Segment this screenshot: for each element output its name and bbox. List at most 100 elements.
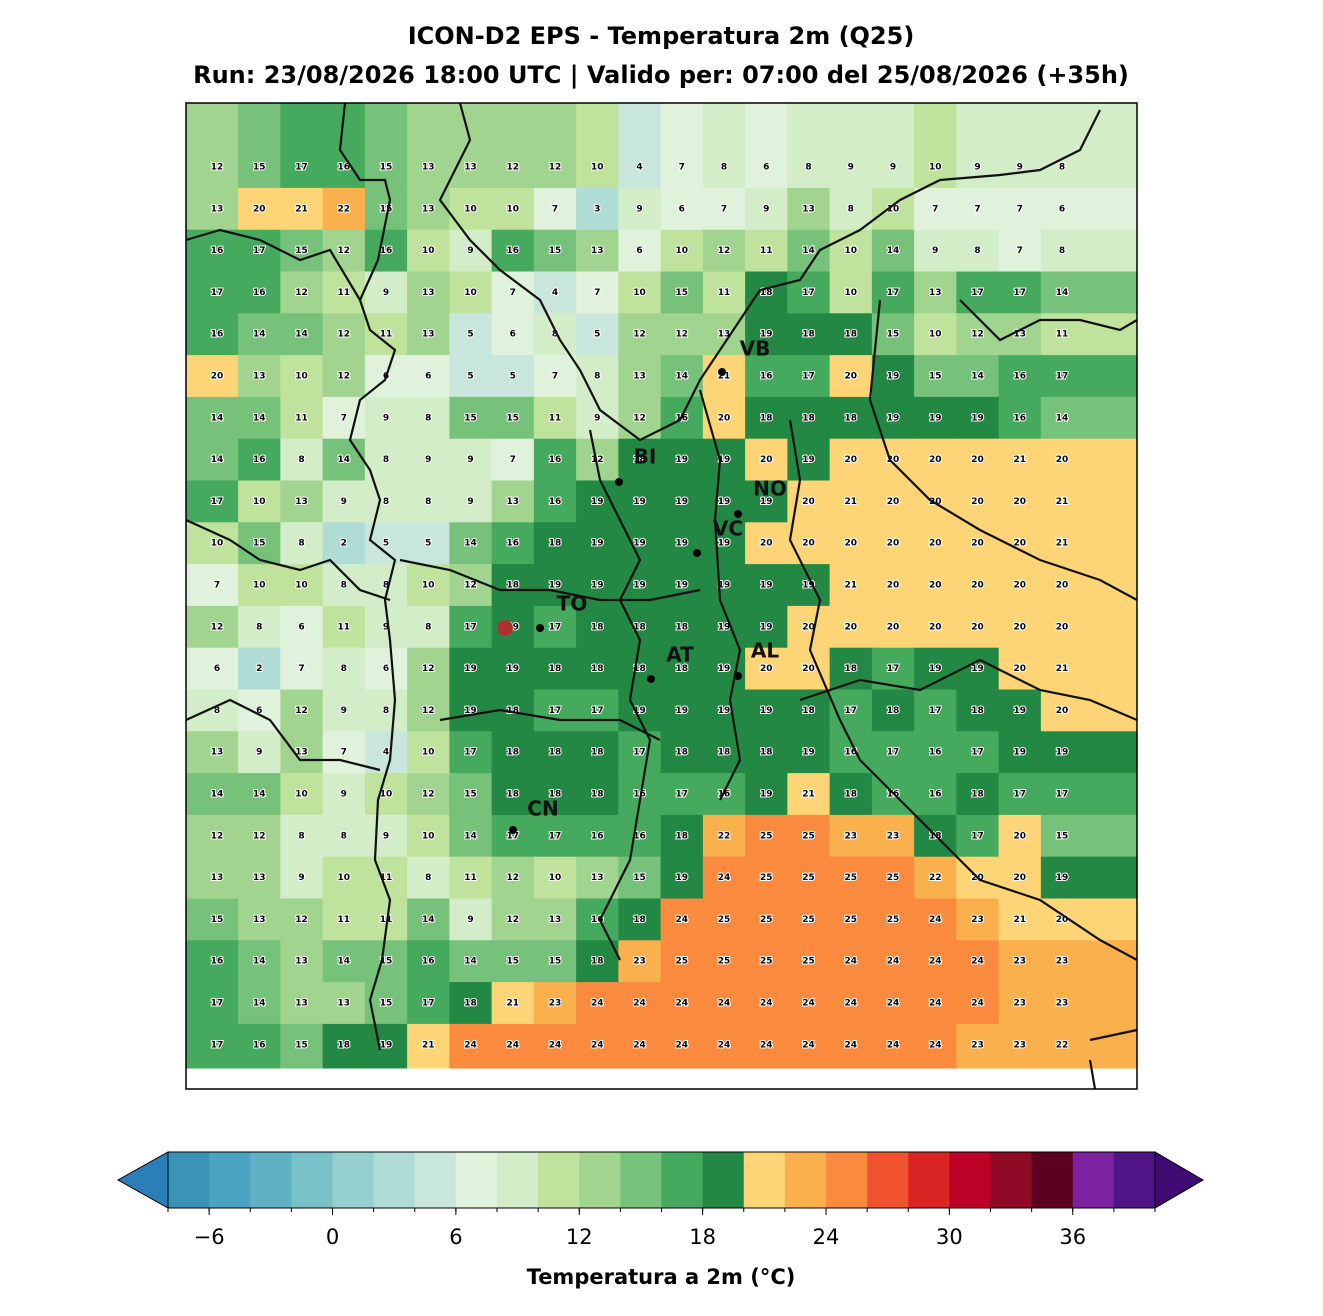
cell-label: 19 — [591, 539, 604, 549]
subtitle: Run: 23/08/2026 18:00 UTC | Valido per: … — [193, 61, 1129, 89]
cell-label: 10 — [380, 790, 393, 800]
cell-label: 19 — [591, 497, 604, 507]
temperature-cell — [998, 438, 1042, 481]
temperature-cell — [871, 229, 915, 272]
cell-label: 18 — [633, 455, 646, 465]
temperature-cell — [280, 187, 324, 231]
cell-label: 13 — [253, 873, 266, 883]
temperature-cell — [829, 564, 873, 607]
temperature-cell — [702, 982, 746, 1025]
cell-label: 7 — [974, 204, 980, 214]
cell-label: 12 — [549, 163, 562, 173]
colorbar-tick-label: 0 — [326, 1225, 339, 1249]
cell-label: 7 — [510, 455, 516, 465]
cell-label: 9 — [467, 455, 473, 465]
cell-label: 18 — [760, 413, 773, 423]
cell-label: 24 — [929, 999, 942, 1009]
cell-label: 15 — [549, 246, 562, 256]
cell-label: 11 — [380, 330, 393, 340]
temperature-cell — [533, 103, 577, 189]
temperature-cell — [407, 731, 450, 774]
cell-label: 18 — [591, 790, 604, 800]
city-label: CN — [527, 797, 558, 821]
cell-label: 17 — [887, 288, 900, 298]
cell-label: 10 — [464, 288, 477, 298]
temperature-cell — [407, 1023, 450, 1069]
cell-label: 16 — [422, 957, 435, 967]
city-dot — [647, 675, 655, 683]
temperature-cell — [576, 814, 619, 858]
temperature-cell — [702, 856, 746, 899]
temperature-cell — [280, 313, 324, 356]
cell-label: 10 — [929, 330, 942, 340]
colorbar-box — [579, 1152, 621, 1208]
cell-label: 12 — [337, 246, 350, 256]
temperature-cell — [364, 731, 408, 774]
temperature-cell — [576, 229, 619, 272]
cell-label: 9 — [383, 413, 389, 423]
cell-label: 20 — [887, 622, 900, 632]
cell-label: 19 — [760, 622, 773, 632]
temperature-cell — [871, 814, 915, 858]
cell-label: 3 — [594, 204, 600, 214]
colorbar-box — [373, 1152, 416, 1208]
temperature-cell — [533, 731, 577, 774]
temperature-cell — [449, 438, 493, 481]
temperature-cell — [407, 229, 450, 272]
temperature-cell — [322, 1023, 366, 1069]
temperature-cell — [1040, 229, 1138, 272]
cell-label: 10 — [844, 246, 857, 256]
cell-label: 22 — [929, 873, 942, 883]
temperature-cell — [491, 396, 535, 440]
cell-label: 21 — [1013, 455, 1026, 465]
temperature-cell — [998, 1023, 1042, 1069]
cell-label: 20 — [1013, 664, 1026, 674]
temperature-cell — [186, 689, 239, 732]
temperature-cell — [745, 355, 788, 398]
temperature-cell — [914, 773, 957, 816]
city-label: VB — [740, 337, 771, 361]
colorbar-box — [908, 1152, 950, 1208]
cell-label: 19 — [718, 706, 731, 716]
temperature-cell — [745, 103, 788, 189]
temperature-cell — [322, 731, 366, 774]
temperature-cell — [871, 438, 915, 481]
cell-label: 14 — [337, 455, 350, 465]
temperature-cell — [186, 940, 239, 983]
cell-label: 17 — [1013, 790, 1026, 800]
temperature-cell — [364, 982, 408, 1025]
temperature-cell — [533, 856, 577, 899]
temperature-cell — [871, 396, 915, 440]
cell-label: 9 — [467, 246, 473, 256]
temperature-cell — [787, 898, 831, 941]
colorbar-tick-label: 12 — [566, 1225, 593, 1249]
temperature-cell — [238, 940, 281, 983]
cell-label: 14 — [464, 957, 477, 967]
cell-label: 11 — [337, 288, 350, 298]
temperature-cell — [956, 1023, 1000, 1069]
cell-label: 21 — [1056, 497, 1069, 507]
temperature-cell — [702, 187, 746, 231]
temperature-cell — [956, 229, 1000, 272]
cell-label: 25 — [802, 915, 815, 925]
temperature-cell — [280, 814, 324, 858]
temperature-cell — [407, 898, 450, 941]
cell-label: 16 — [760, 372, 773, 382]
temperature-cell — [576, 647, 619, 690]
temperature-cell — [186, 1023, 239, 1069]
cell-label: 19 — [1056, 873, 1069, 883]
temperature-cell — [407, 396, 450, 440]
cell-label: 23 — [1013, 999, 1026, 1009]
temperature-cell — [914, 103, 957, 189]
temperature-cell — [956, 814, 1000, 858]
cell-label: 9 — [383, 831, 389, 841]
temperature-cell — [702, 1023, 746, 1069]
temperature-cell — [407, 773, 450, 816]
cell-label: 14 — [253, 999, 266, 1009]
cell-label: 7 — [721, 204, 727, 214]
cell-label: 20 — [929, 455, 942, 465]
temperature-cell — [1040, 689, 1138, 732]
cell-label: 16 — [1013, 413, 1026, 423]
cell-label: 11 — [295, 413, 308, 423]
